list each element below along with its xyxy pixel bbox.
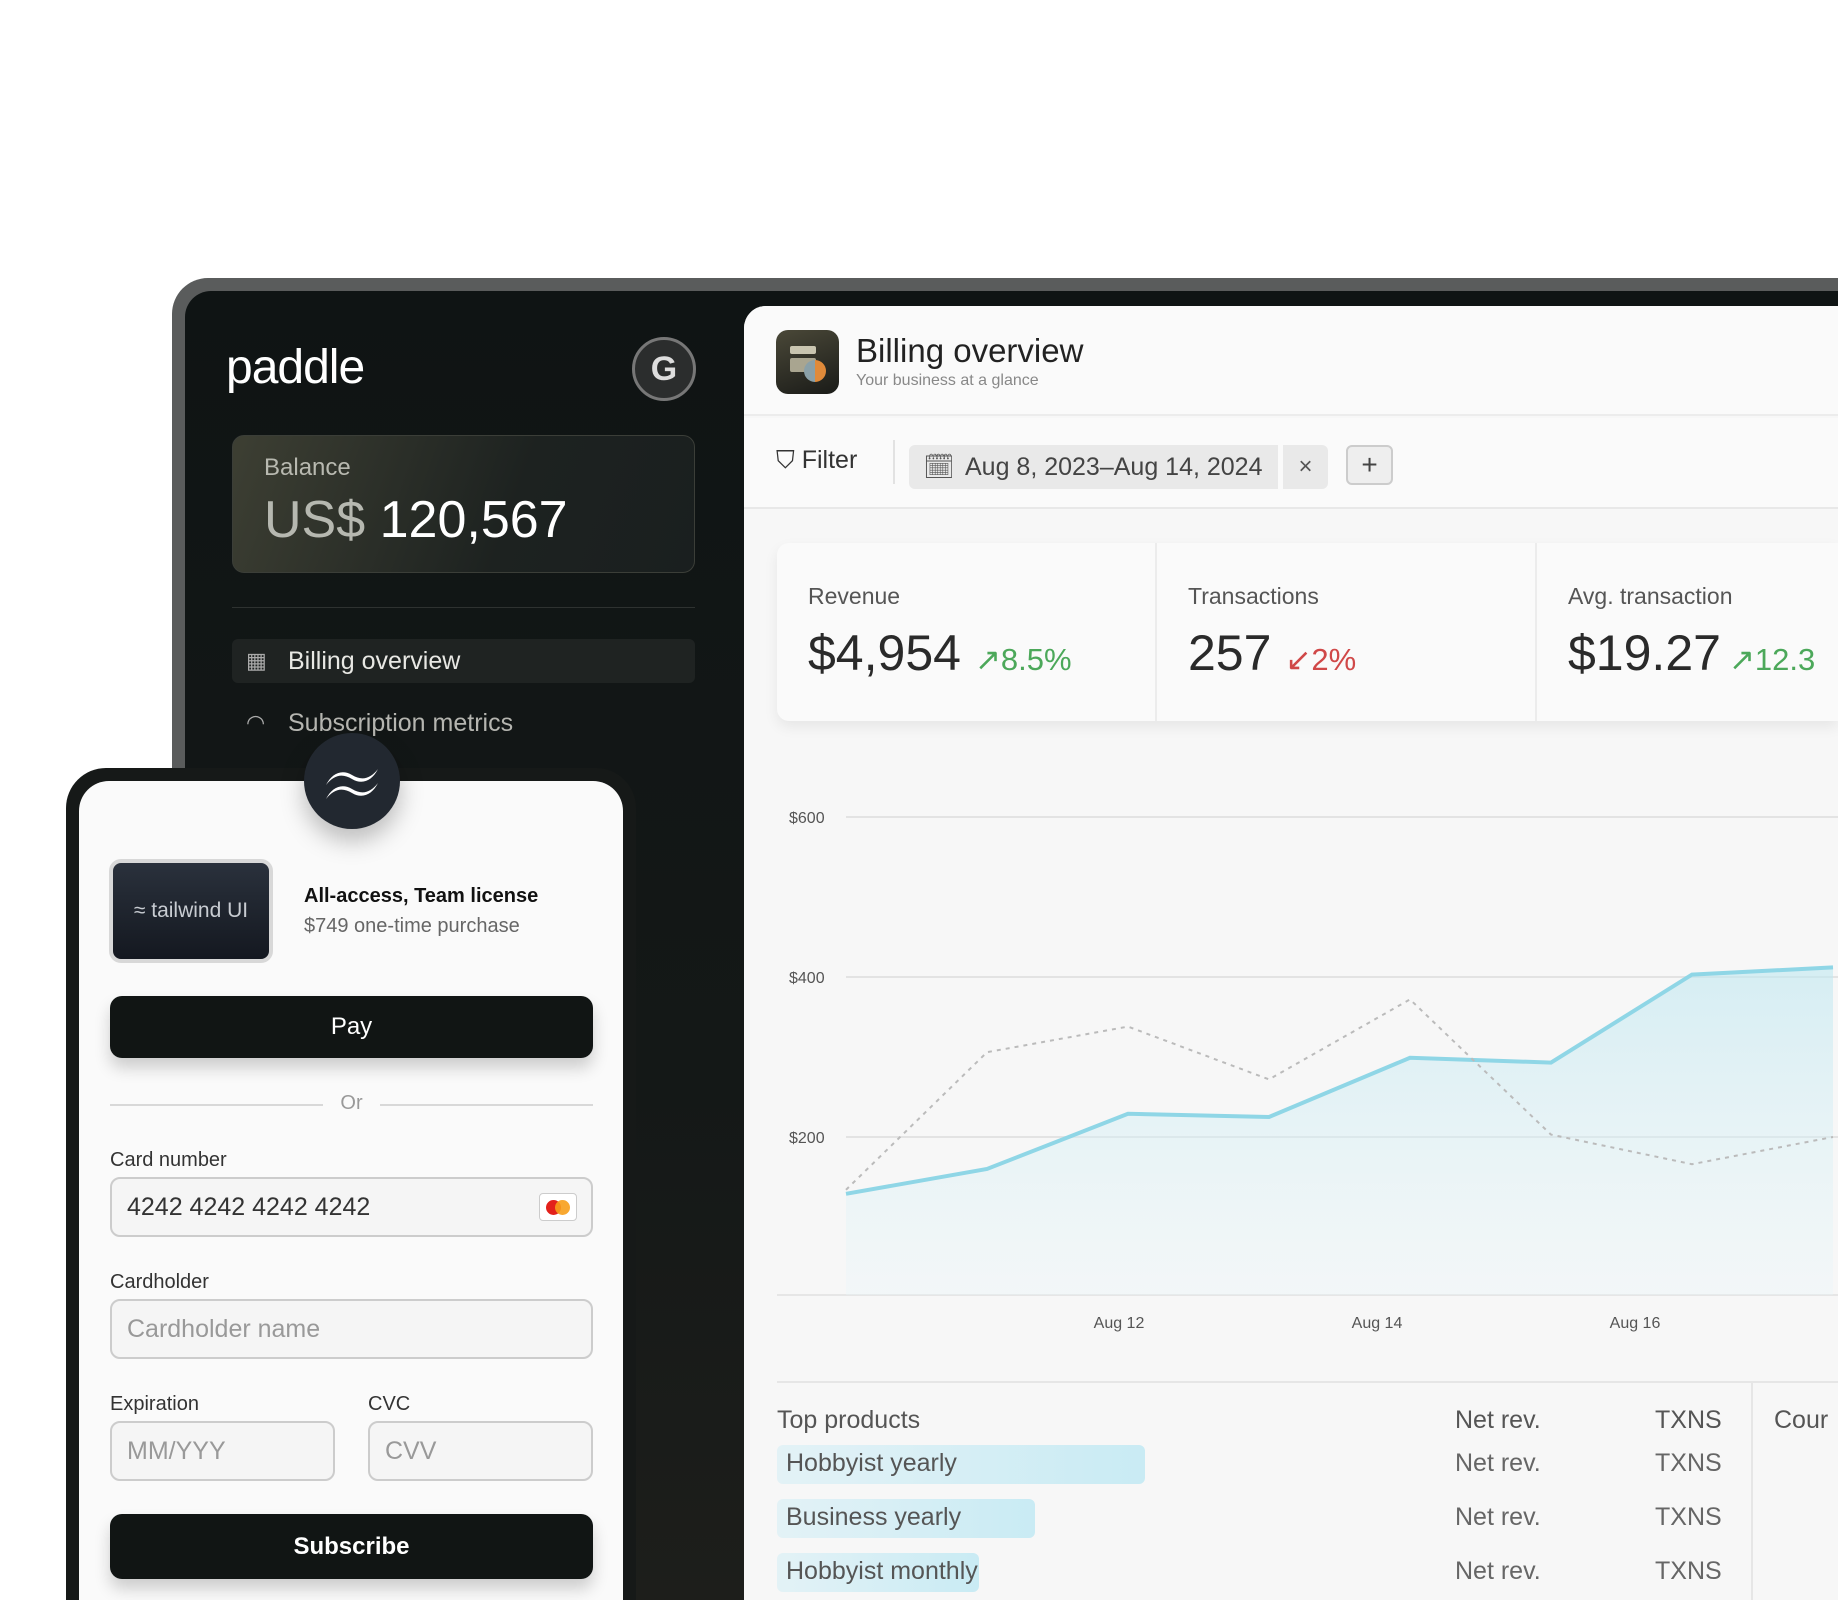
paddle-logo: paddle: [226, 341, 365, 394]
sidebar-item-label: Subscription metrics: [288, 709, 514, 737]
product-name[interactable]: Hobbyist yearly: [786, 1449, 957, 1477]
date-range-text: Aug 8, 2023–Aug 14, 2024: [965, 453, 1263, 481]
stat-revenue: Revenue $4,954 ↗8.5%: [777, 543, 1157, 721]
billing-app-icon: [776, 330, 839, 394]
stat-value: $19.27: [1568, 625, 1721, 681]
stat-change: ↗8.5%: [974, 642, 1072, 677]
filter-bar: ⛉ Filter 🗓 Aug 8, 2023–Aug 14, 2024 × +: [744, 418, 1838, 509]
cvc-label: CVC: [368, 1393, 411, 1415]
card-number-label: Card number: [110, 1149, 227, 1171]
page-header: Billing overview Your business at a glan…: [744, 306, 1838, 416]
date-range-chip[interactable]: 🗓 Aug 8, 2023–Aug 14, 2024: [909, 445, 1278, 489]
column-divider: [1751, 1383, 1753, 1600]
section-divider: [777, 1381, 1838, 1383]
sidebar-item-label: Billing overview: [288, 647, 461, 675]
product-txns: TXNS: [1655, 1557, 1722, 1585]
balance-value: 120,567: [379, 491, 568, 549]
mastercard-icon: [539, 1193, 577, 1221]
stat-value: 257: [1188, 625, 1272, 681]
top-products-title: Top products: [777, 1406, 921, 1434]
stat-change: ↗12.3: [1728, 642, 1816, 677]
stats-card: Revenue $4,954 ↗8.5% Transactions 257 ↙2% Av…: [777, 543, 1838, 721]
expiration-input[interactable]: MM/YYY: [110, 1421, 335, 1481]
product-price: $749 one-time purchase: [304, 915, 520, 937]
subscribe-button[interactable]: Subscribe: [110, 1514, 593, 1579]
filter-icon: ⛉: [776, 446, 795, 474]
product-share-bar: [777, 1553, 979, 1592]
x-tick-label: Aug 14: [1352, 1315, 1403, 1332]
cardholder-label: Cardholder: [110, 1271, 209, 1293]
expiration-label: Expiration: [110, 1393, 199, 1415]
y-tick-label: $200: [789, 1130, 825, 1147]
stat-label: Transactions: [1188, 583, 1319, 609]
product-title: All-access, Team license: [304, 885, 539, 907]
product-image: ≈ tailwind UI: [109, 859, 273, 963]
filter-label: Filter: [801, 446, 858, 474]
product-net-rev: Net rev.: [1455, 1503, 1541, 1531]
add-filter-button[interactable]: +: [1346, 445, 1393, 485]
tailwind-logo-icon: [304, 733, 400, 829]
or-divider: Or: [110, 1092, 593, 1115]
filter-button[interactable]: ⛉ Filter: [776, 446, 857, 475]
x-tick-label: Aug 16: [1610, 1315, 1661, 1332]
cardholder-input[interactable]: Cardholder name: [110, 1299, 593, 1359]
tailwind-wave-icon: ≈: [133, 899, 146, 922]
calendar-icon: 🗓: [923, 453, 955, 481]
stat-label: Avg. transaction: [1568, 583, 1733, 609]
balance-currency: US$: [264, 491, 366, 549]
product-net-rev: Net rev.: [1455, 1449, 1541, 1477]
main-panel: Billing overview Your business at a glan…: [744, 306, 1838, 1600]
product-name[interactable]: Hobbyist monthly: [786, 1557, 978, 1585]
product-share-bar: [777, 1445, 1145, 1484]
calendar-grid-icon: ▦: [246, 648, 267, 673]
product-net-rev: Net rev.: [1455, 1557, 1541, 1585]
series-line: [845, 965, 1834, 1196]
product-txns: TXNS: [1655, 1503, 1722, 1531]
stat-transactions: Transactions 257 ↙2%: [1157, 543, 1537, 721]
y-tick-label: $600: [789, 810, 825, 827]
stat-avg-transaction: Avg. transaction $19.27 ↗12.3: [1537, 543, 1838, 721]
gauge-icon: ◠: [246, 710, 266, 735]
apple-pay-button[interactable]: Pay: [110, 996, 593, 1058]
y-tick-label: $400: [789, 970, 825, 987]
series-area: [846, 967, 1833, 1295]
x-tick-label: Aug 12: [1094, 1315, 1145, 1332]
col-txns: TXNS: [1655, 1406, 1722, 1434]
cvc-input[interactable]: CVV: [368, 1421, 593, 1481]
checkout-window: ≈ tailwind UI All-access, Team license $…: [66, 768, 636, 1600]
sidebar-item-billing-overview[interactable]: ▦ Billing overview: [232, 639, 695, 683]
product-txns: TXNS: [1655, 1449, 1722, 1477]
stat-label: Revenue: [808, 583, 901, 609]
balance-card: Balance US$ 120,567: [232, 435, 695, 573]
sidebar-divider: [232, 607, 695, 608]
sidebar-item-subscription-metrics[interactable]: ◠ Subscription metrics: [232, 701, 695, 745]
page-subtitle: Your business at a glance: [856, 372, 1039, 389]
card-number-input[interactable]: 4242 4242 4242 4242: [110, 1177, 593, 1237]
col-countries: Cour: [1774, 1406, 1829, 1434]
account-icon[interactable]: G: [632, 337, 696, 401]
col-net-rev: Net rev.: [1455, 1406, 1541, 1434]
filter-separator: [893, 440, 895, 484]
stat-value: $4,954: [808, 625, 961, 681]
revenue-chart: $600 $400 $200 Aug 12 Aug 14 Aug 16: [777, 810, 1838, 1332]
page-title: Billing overview: [856, 332, 1084, 369]
product-share-bar: [777, 1499, 1035, 1538]
product-name[interactable]: Business yearly: [786, 1503, 962, 1531]
balance-label: Balance: [264, 454, 351, 481]
clear-date-button[interactable]: ×: [1283, 445, 1328, 489]
stat-change: ↙2%: [1285, 642, 1357, 677]
